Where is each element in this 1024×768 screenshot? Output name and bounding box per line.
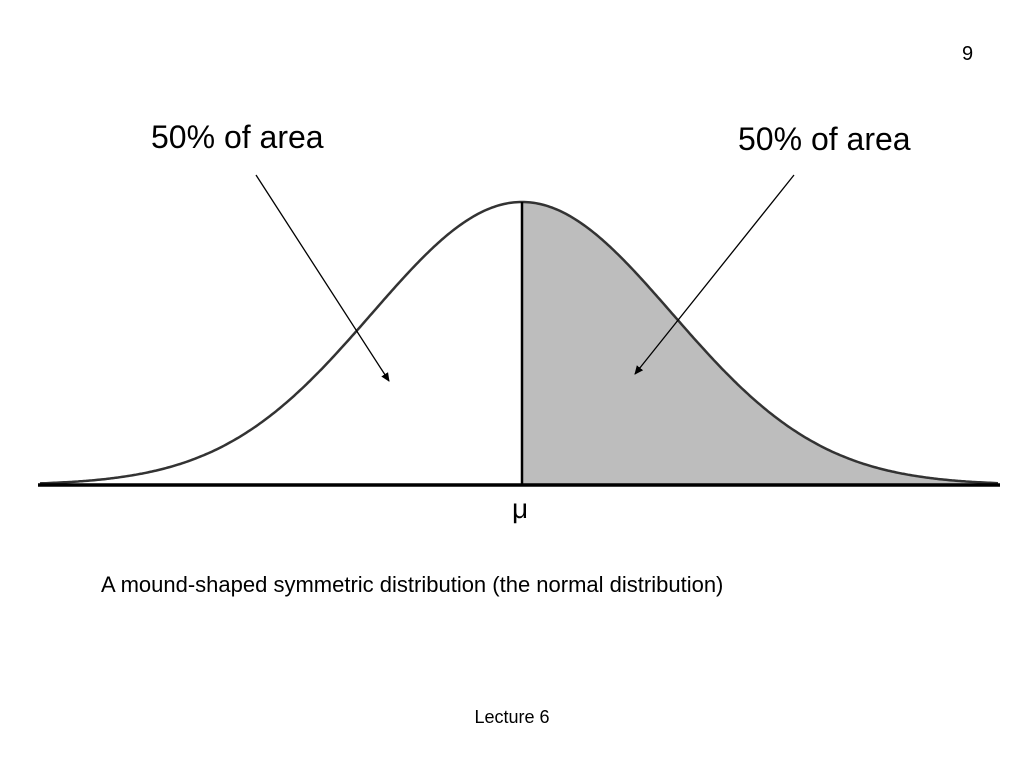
right-area-label: 50% of area (738, 121, 911, 157)
slide-number: 9 (962, 43, 974, 65)
mean-label: μ (512, 493, 529, 524)
caption: A mound-shaped symmetric distribution (t… (101, 572, 724, 597)
footer: Lecture 6 (474, 707, 550, 727)
bell-curve (39, 200, 999, 485)
right-area-arrow (634, 174, 795, 375)
left-area-label: 50% of area (151, 119, 324, 155)
left-area-arrow (255, 174, 390, 382)
right-half-shaded-area (522, 202, 998, 485)
